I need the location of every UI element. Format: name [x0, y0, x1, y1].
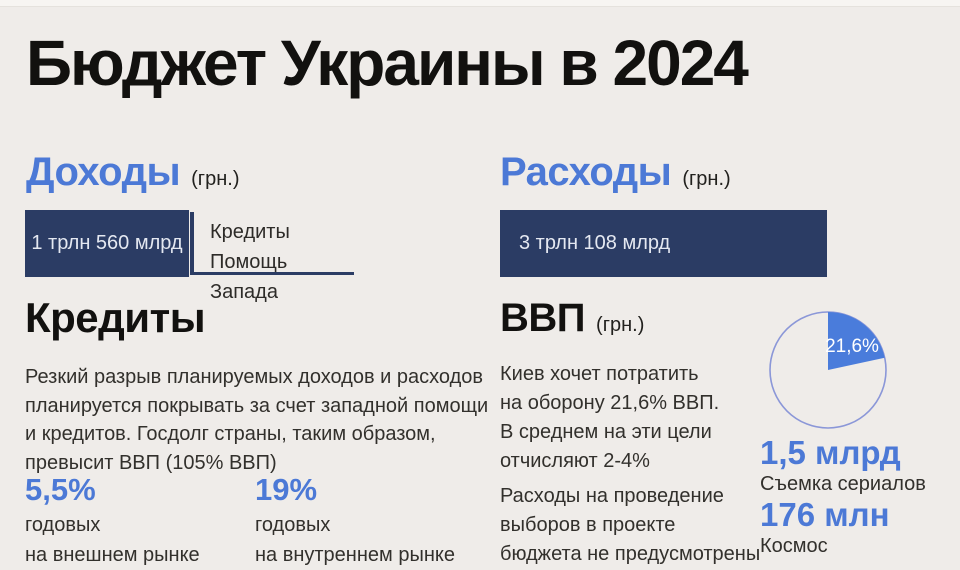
- highlight-serials-value: 1,5 млрд: [760, 434, 901, 471]
- highlight-serials-label: Съемка сериалов: [760, 472, 926, 495]
- rate-external-value: 5,5%: [25, 472, 96, 507]
- expenses-heading-text: Расходы: [500, 150, 672, 194]
- gdp-heading-text: ВВП: [500, 296, 586, 340]
- highlight-space-value: 176 млн: [760, 496, 890, 533]
- gdp-defense-text: Киев хочет потратить на оборону 21,6% ВВ…: [500, 363, 720, 472]
- page-title: Бюджет Украины в 2024: [26, 27, 749, 99]
- income-bar: 1 трлн 560 млрд: [25, 210, 189, 277]
- credits-heading: Кредиты: [25, 294, 206, 341]
- rate-external-detail: годовых на внешнем рынке: [25, 514, 200, 566]
- income-heading: Доходы (грн.): [26, 150, 239, 195]
- rate-internal-detail: годовых на внутреннем рынке: [255, 514, 455, 566]
- expenses-bar: 3 трлн 108 млрд: [500, 210, 827, 277]
- pie-data-label: 21,6%: [825, 336, 879, 357]
- gdp-unit: (грн.): [596, 314, 645, 336]
- income-bar-label: 1 трлн 560 млрд: [31, 232, 183, 254]
- top-strip: [0, 0, 960, 7]
- defense-share-pie-chart: 21,6%: [769, 311, 887, 429]
- highlight-space-label: Космос: [760, 534, 828, 557]
- rate-external-market: 5,5% годовых на внешнем рынке: [25, 474, 200, 570]
- income-unit: (грн.): [191, 168, 240, 190]
- expenses-unit: (грн.): [682, 168, 731, 190]
- gdp-heading: ВВП (грн.): [500, 296, 644, 341]
- income-heading-text: Доходы: [26, 150, 181, 194]
- rate-internal-value: 19%: [255, 472, 318, 507]
- income-note-box: Кредиты Помощь Запада: [190, 212, 354, 303]
- credits-body-text: Резкий разрыв планируемых доходов и расх…: [25, 366, 489, 474]
- pie-defense-wedge: [828, 312, 885, 370]
- expenses-bar-label: 3 трлн 108 млрд: [519, 232, 671, 254]
- expenses-heading: Расходы (грн.): [500, 150, 731, 195]
- highlight-space: 176 млн Космос: [760, 496, 890, 558]
- highlight-serials: 1,5 млрд Съемка сериалов: [760, 434, 926, 496]
